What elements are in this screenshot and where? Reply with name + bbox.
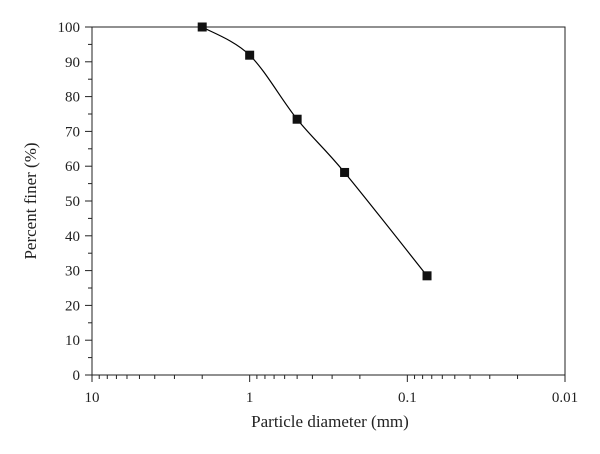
- plot-frame: [91, 26, 566, 376]
- y-tick-label: 60: [65, 159, 80, 175]
- data-point: [292, 114, 302, 124]
- y-tick-label: 10: [65, 333, 80, 349]
- y-tick-label: 30: [65, 264, 80, 280]
- plot-border: [91, 26, 566, 376]
- y-tick-label: 70: [65, 124, 80, 140]
- data-point: [422, 271, 432, 281]
- y-tick-label: 90: [65, 55, 80, 71]
- x-axis: 10 1 0.1 0.01: [85, 375, 578, 406]
- y-tick-label: 40: [65, 229, 80, 245]
- x-tick-label: 1: [246, 390, 254, 406]
- x-tick-label: 0.01: [552, 390, 578, 406]
- y-axis: 0 10 20 30 40 50 60 70 80 90 100: [58, 20, 92, 384]
- y-tick-label: 0: [73, 368, 81, 384]
- data-point: [245, 50, 255, 60]
- y-tick-label: 50: [65, 194, 80, 210]
- y-tick-label: 80: [65, 90, 80, 106]
- y-tick-label: 100: [58, 20, 81, 36]
- series-line: [201, 26, 428, 277]
- data-point: [197, 22, 207, 32]
- series-layer: [197, 22, 432, 281]
- y-axis-title: Percent finer (%): [21, 142, 40, 259]
- data-point: [340, 167, 350, 177]
- x-tick-label: 10: [85, 390, 100, 406]
- x-axis-title: Particle diameter (mm): [251, 412, 409, 431]
- x-tick-label: 0.1: [398, 390, 417, 406]
- y-tick-label: 20: [65, 298, 80, 314]
